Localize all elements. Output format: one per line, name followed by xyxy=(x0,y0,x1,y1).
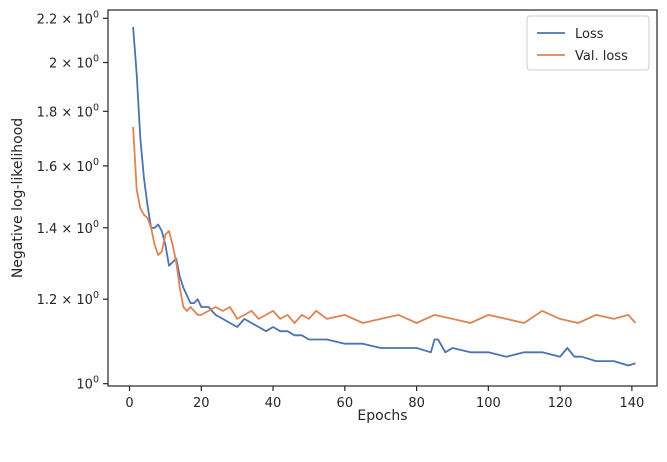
legend-label: Val. loss xyxy=(575,49,628,64)
x-tick-label: 100 xyxy=(476,396,501,411)
x-axis-label: Epochs xyxy=(357,408,407,424)
x-tick-label: 80 xyxy=(408,396,425,411)
series-line-val-loss xyxy=(132,126,637,324)
y-tick-label: 2 × 100 xyxy=(49,54,99,72)
y-axis-label: Negative log-likelihood xyxy=(10,118,26,278)
plot-frame xyxy=(107,9,658,387)
axes-layer: 0 20 40 60 80 100 120 140 100 1.2 × 100 1.4 × 100 1… xyxy=(37,9,658,411)
x-tick-label: 0 xyxy=(125,396,133,411)
plot-area xyxy=(108,10,657,386)
y-tick-label: 1.8 × 100 xyxy=(37,102,99,120)
legend-label: Loss xyxy=(575,27,604,42)
x-tick-label: 140 xyxy=(619,396,644,411)
plot-background xyxy=(108,10,657,386)
series-line-loss xyxy=(132,26,636,367)
y-tick-label: 1.4 × 100 xyxy=(37,219,99,237)
legend-box xyxy=(526,15,650,71)
x-tick-label: 40 xyxy=(265,396,282,411)
series-layer xyxy=(132,26,637,367)
y-tick-label: 100 xyxy=(76,375,99,393)
legend: Loss Val. loss xyxy=(526,15,650,71)
y-tick-label: 1.6 × 100 xyxy=(37,157,99,175)
x-tick-label: 20 xyxy=(193,396,210,411)
y-tick-label: 1.2 × 100 xyxy=(37,290,99,308)
x-tick-label: 60 xyxy=(337,396,354,411)
x-tick-label: 120 xyxy=(548,396,573,411)
y-tick-label: 2.2 × 100 xyxy=(37,9,99,27)
